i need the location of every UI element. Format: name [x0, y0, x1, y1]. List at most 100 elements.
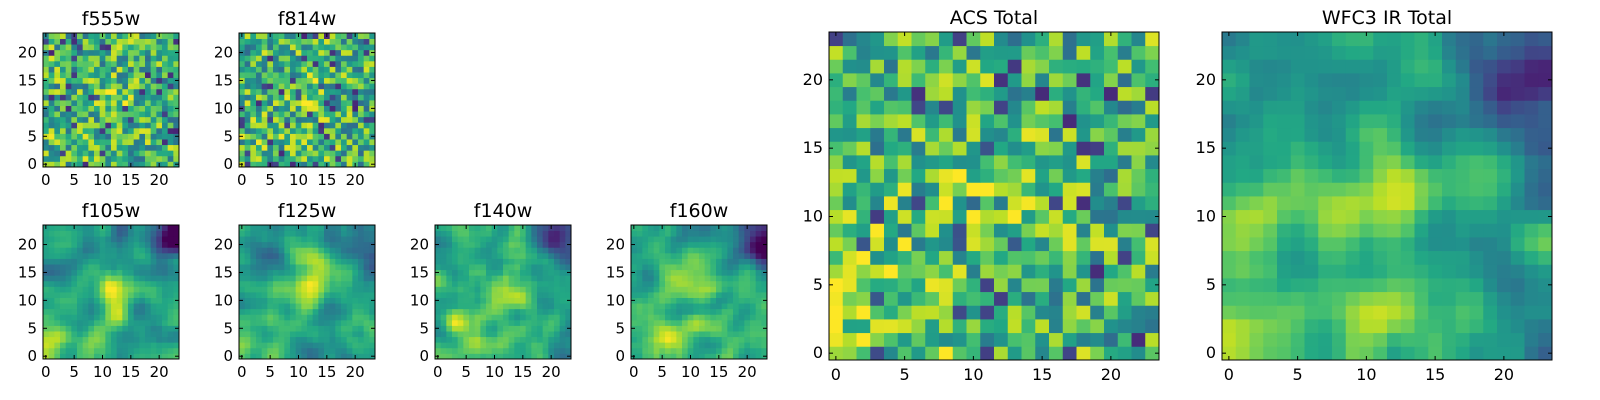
heatmap-cell: [329, 38, 336, 45]
heatmap-cell: [358, 331, 365, 338]
heatmap-cell: [256, 297, 263, 304]
heatmap-cell: [65, 150, 72, 157]
heatmap-cell: [699, 275, 706, 282]
heatmap-cell: [1524, 100, 1539, 115]
heatmap-cell: [250, 308, 257, 315]
heatmap-cell: [1373, 209, 1388, 224]
heatmap-cell: [525, 252, 532, 259]
heatmap-cell: [446, 342, 453, 349]
heatmap-cell: [1007, 196, 1022, 211]
heatmap-cell: [1345, 305, 1360, 320]
heatmap-cell: [139, 139, 146, 146]
heatmap-cell: [116, 347, 123, 354]
heatmap-cell: [980, 291, 995, 306]
heatmap-cell: [256, 33, 263, 39]
heatmap-cell: [167, 127, 174, 134]
heatmap-cell: [369, 116, 376, 123]
heatmap-cell: [939, 196, 954, 211]
heatmap-cell: [1131, 86, 1146, 101]
heatmap-cell: [1510, 32, 1525, 47]
x-tick-label: 5: [265, 171, 275, 189]
heatmap-cell: [150, 122, 157, 129]
heatmap-cell: [1062, 264, 1077, 279]
heatmap-cell: [559, 286, 566, 293]
heatmap-cell: [665, 331, 672, 338]
heatmap-cell: [111, 33, 118, 39]
heatmap-cell: [1442, 237, 1457, 252]
heatmap-cell: [446, 258, 453, 265]
heatmap-cell: [716, 258, 723, 265]
heatmap-cell: [290, 150, 297, 157]
heatmap-cell: [676, 230, 683, 237]
heatmap-cell: [693, 258, 700, 265]
heatmap-cell: [162, 127, 169, 134]
heatmap-cell: [1104, 278, 1119, 293]
heatmap-cell: [435, 308, 442, 315]
heatmap-cell: [150, 66, 157, 73]
heatmap-cell: [1510, 45, 1525, 60]
heatmap-cell: [116, 319, 123, 326]
heatmap-cell: [352, 72, 359, 79]
heatmap-cell: [54, 116, 61, 123]
heatmap-cell: [167, 303, 174, 310]
heatmap-cell: [105, 77, 112, 84]
heatmap-cell: [54, 336, 61, 343]
heatmap-cell: [295, 230, 302, 237]
heatmap-cell: [704, 264, 711, 271]
heatmap-cell: [750, 308, 757, 315]
y-tick-label: 20: [214, 44, 233, 62]
heatmap-cell: [457, 225, 464, 231]
heatmap-cell: [1007, 86, 1022, 101]
heatmap-cell: [48, 122, 55, 129]
heatmap-cell: [1469, 291, 1484, 306]
heatmap-cell: [631, 280, 638, 287]
heatmap-cell: [318, 336, 325, 343]
heatmap-cell: [1049, 168, 1064, 183]
heatmap-cell: [139, 241, 146, 248]
heatmap-cell: [1483, 278, 1498, 293]
heatmap-cell: [54, 286, 61, 293]
heatmap-cell: [71, 88, 78, 95]
heatmap-cell: [514, 225, 521, 231]
heatmap-cell: [105, 342, 112, 349]
heatmap-cell: [369, 100, 376, 106]
heatmap-cell: [48, 38, 55, 45]
heatmap-cell: [162, 116, 169, 123]
heatmap-cell: [497, 336, 504, 343]
heatmap-cell: [1345, 264, 1360, 279]
heatmap-cell: [1263, 264, 1278, 279]
heatmap-cell: [312, 94, 319, 101]
heatmap-cell: [1428, 305, 1443, 320]
heatmap-cell: [122, 116, 129, 123]
heatmap-cell: [43, 66, 50, 73]
heatmap-cell: [1249, 209, 1264, 224]
heatmap-cell: [284, 230, 291, 237]
heatmap-cell: [508, 286, 515, 293]
heatmap-cell: [463, 347, 470, 354]
heatmap-cell: [1090, 250, 1105, 265]
heatmap-cell: [682, 264, 689, 271]
heatmap-cell: [318, 280, 325, 287]
heatmap-cell: [1145, 45, 1160, 60]
heatmap-cell: [278, 342, 285, 349]
heatmap-cell: [531, 286, 538, 293]
heatmap-cell: [1469, 168, 1484, 183]
heatmap-cell: [335, 116, 342, 123]
heatmap-cell: [346, 116, 353, 123]
heatmap-cell: [167, 55, 174, 62]
heatmap-cell: [1145, 182, 1160, 197]
x-tick-label: 15: [317, 363, 336, 381]
heatmap-cell: [239, 94, 246, 101]
heatmap-cell: [1400, 196, 1415, 211]
heatmap-cell: [525, 308, 532, 315]
heatmap-cell: [897, 305, 912, 320]
heatmap-cell: [301, 236, 308, 243]
heatmap-cell: [48, 161, 55, 168]
heatmap-cell: [312, 55, 319, 62]
heatmap-cell: [1359, 346, 1374, 361]
heatmap-cell: [318, 314, 325, 321]
heatmap-cell: [54, 331, 61, 338]
heatmap-cell: [503, 280, 510, 287]
heatmap-cell: [738, 353, 745, 360]
heatmap-cell: [335, 230, 342, 237]
